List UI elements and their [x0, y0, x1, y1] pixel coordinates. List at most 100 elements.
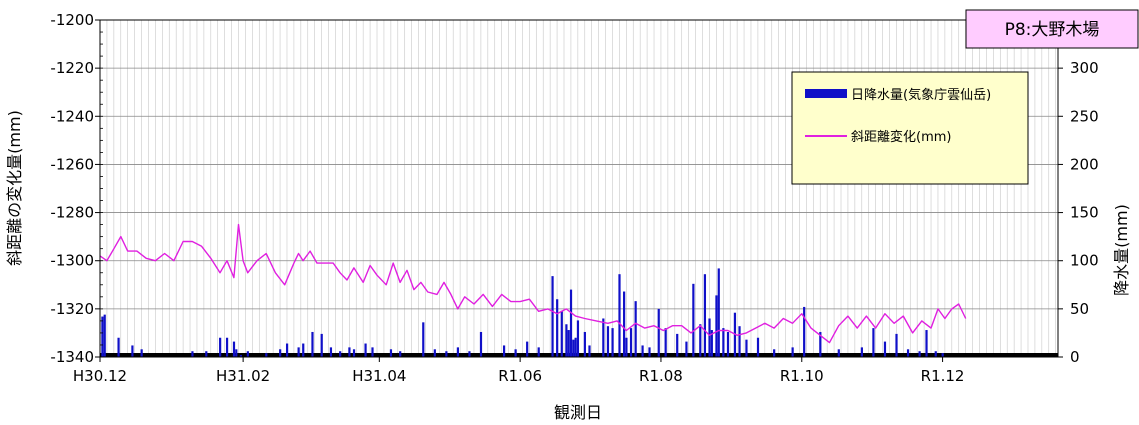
rain-bar — [692, 283, 695, 357]
rain-bar — [191, 351, 194, 357]
rain-bar — [685, 341, 688, 357]
rain-bar — [710, 330, 713, 357]
y-right-tick-label: 0 — [1070, 348, 1080, 366]
rain-bars — [100, 268, 1058, 357]
x-tick-label: H31.04 — [352, 367, 406, 385]
rain-bar — [339, 351, 342, 357]
rain-bar — [941, 353, 944, 357]
rain-bar — [611, 328, 614, 357]
rain-bar — [445, 351, 448, 357]
rain-bar — [606, 326, 610, 357]
rain-bar — [791, 347, 794, 357]
rain-bar — [235, 349, 238, 357]
rain-bar — [773, 349, 776, 357]
rain-bar — [569, 289, 573, 357]
rain-bar — [265, 353, 268, 357]
rain-bar — [641, 345, 644, 357]
rain-bar — [364, 343, 367, 357]
rain-bar — [574, 337, 577, 357]
y-left-tick-label: -1240 — [50, 107, 94, 125]
rain-bar — [934, 351, 937, 357]
rain-bar — [565, 324, 568, 357]
x-tick-label: R1.12 — [921, 367, 965, 385]
y-left-tick-label: -1200 — [50, 11, 94, 29]
rain-bar — [837, 349, 840, 357]
rain-bar — [648, 347, 651, 357]
rain-bar — [883, 341, 887, 357]
y-right-tick-label: 200 — [1070, 155, 1099, 173]
rain-bar — [906, 349, 910, 357]
y-left-tick-label: -1300 — [50, 252, 94, 270]
rain-bar — [297, 347, 300, 357]
rain-bar — [526, 341, 529, 357]
rain-bar — [399, 351, 402, 357]
rain-bar — [756, 337, 760, 357]
rain-bar — [219, 337, 222, 357]
rain-bar — [629, 328, 633, 357]
rain-bar — [239, 355, 243, 357]
rain-bar — [389, 349, 393, 357]
distance-series-line — [100, 223, 967, 344]
rain-bar — [225, 337, 229, 357]
rain-bar — [708, 318, 711, 357]
rain-bar — [572, 339, 575, 357]
rain-bar — [502, 345, 506, 357]
rain-bar — [279, 349, 282, 357]
rain-bar — [352, 349, 356, 357]
rain-bar — [468, 351, 471, 357]
y-axis-left-title: 斜距離の変化量(mm) — [5, 110, 24, 266]
x-tick-label: R1.10 — [780, 367, 824, 385]
y-right-tick-label: 50 — [1070, 300, 1089, 318]
rain-bar — [717, 268, 720, 357]
rain-bar — [422, 322, 425, 357]
x-tick-label: H31.02 — [216, 367, 270, 385]
rain-bar — [715, 295, 718, 357]
rain-bar — [205, 351, 208, 357]
rain-bar — [320, 333, 323, 357]
rain-bar — [918, 351, 921, 357]
rain-bar — [371, 347, 374, 357]
rain-bar — [456, 347, 460, 357]
distance-line — [100, 223, 967, 344]
rain-bar — [103, 314, 106, 357]
rain-bar — [588, 345, 591, 357]
x-tick-label: H30.12 — [73, 367, 127, 385]
rain-bar — [618, 274, 621, 357]
y-right-tick-label: 100 — [1070, 252, 1099, 270]
rain-bar — [140, 349, 143, 357]
rain-bar — [551, 276, 554, 357]
rain-bar — [664, 328, 667, 357]
rain-bar — [302, 343, 305, 357]
rain-bar — [537, 347, 540, 357]
rain-bar — [576, 320, 580, 357]
x-tick-label: R1.06 — [498, 367, 542, 385]
rain-bar — [895, 333, 898, 357]
rain-bar — [860, 347, 863, 357]
rain-bar — [567, 330, 570, 357]
rain-bar — [726, 331, 730, 357]
y-left-tick-label: -1220 — [50, 59, 94, 77]
rain-bar — [479, 331, 483, 357]
y-axis-right-title: 降水量(mm) — [1112, 204, 1131, 296]
rain-bar — [872, 328, 875, 357]
y-axis-right: 0 50 100 150 200 250 300 — [1058, 59, 1099, 366]
y-left-tick-label: -1260 — [50, 155, 94, 173]
rain-bar — [311, 331, 314, 357]
rain-bar — [131, 345, 134, 357]
rain-bar — [348, 347, 351, 357]
rain-bar — [738, 326, 741, 357]
rain-bar — [246, 351, 249, 357]
legend-label-distance: 斜距離変化(mm) — [851, 129, 951, 145]
y-right-tick-label: 150 — [1070, 204, 1099, 222]
rain-bar — [329, 347, 333, 357]
title-background — [965, 9, 1139, 49]
rain-bar — [925, 330, 928, 357]
y-right-tick-label: 300 — [1070, 59, 1099, 77]
y-left-tick-label: -1340 — [50, 348, 94, 366]
rain-bar — [583, 331, 586, 357]
y-right-tick-label: 250 — [1070, 107, 1099, 125]
rain-bar — [819, 331, 822, 357]
y-left-tick-label: -1320 — [50, 300, 94, 318]
rain-bar — [722, 328, 725, 357]
